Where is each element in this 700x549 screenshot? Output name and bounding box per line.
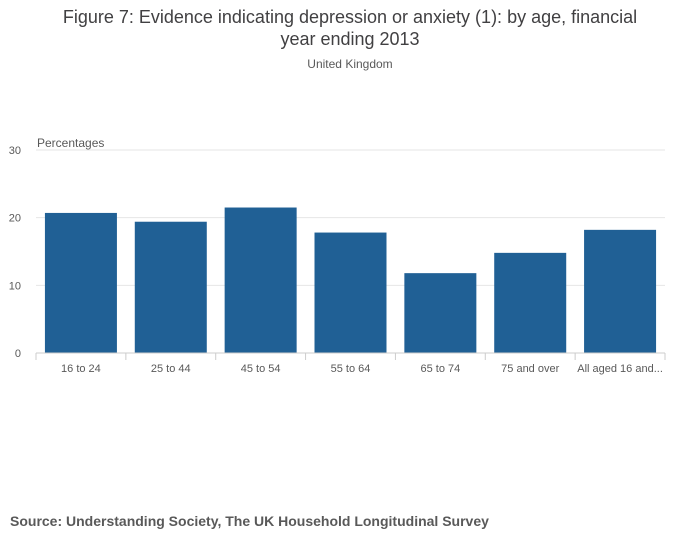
bar[interactable] [404, 273, 477, 353]
bar[interactable] [224, 207, 297, 353]
bar[interactable] [44, 212, 117, 353]
source-note: Source: Understanding Society, The UK Ho… [10, 513, 489, 529]
y-axis-label: Percentages [37, 136, 104, 150]
x-tick-label: 75 and over [501, 363, 559, 375]
chart-title-line-2: year ending 2013 [280, 29, 420, 49]
x-tick-label: All aged 16 and... [577, 363, 663, 375]
bar[interactable] [494, 252, 567, 353]
x-tick-label: 16 to 24 [61, 363, 101, 375]
x-tick-label: 55 to 64 [331, 363, 371, 375]
x-tick-label: 65 to 74 [420, 363, 460, 375]
chart-title: Figure 7: Evidence indicating depression… [0, 6, 700, 50]
y-tick-label: 0 [15, 348, 21, 360]
x-tick-label: 25 to 44 [151, 363, 191, 375]
chart-title-line-1: Figure 7: Evidence indicating depression… [62, 7, 638, 27]
bar[interactable] [314, 232, 387, 353]
y-tick-label: 20 [9, 213, 21, 225]
bar[interactable] [584, 229, 657, 353]
bars [44, 207, 657, 353]
y-tick-label: 30 [9, 145, 21, 157]
bar[interactable] [134, 221, 207, 353]
chart-subtitle: United Kingdom [307, 57, 393, 71]
x-tick-label: 45 to 54 [241, 363, 281, 375]
y-tick-label: 10 [9, 280, 21, 292]
x-axis: 16 to 24 25 to 44 45 to 54 55 to 64 65 to 74… [35, 352, 666, 375]
